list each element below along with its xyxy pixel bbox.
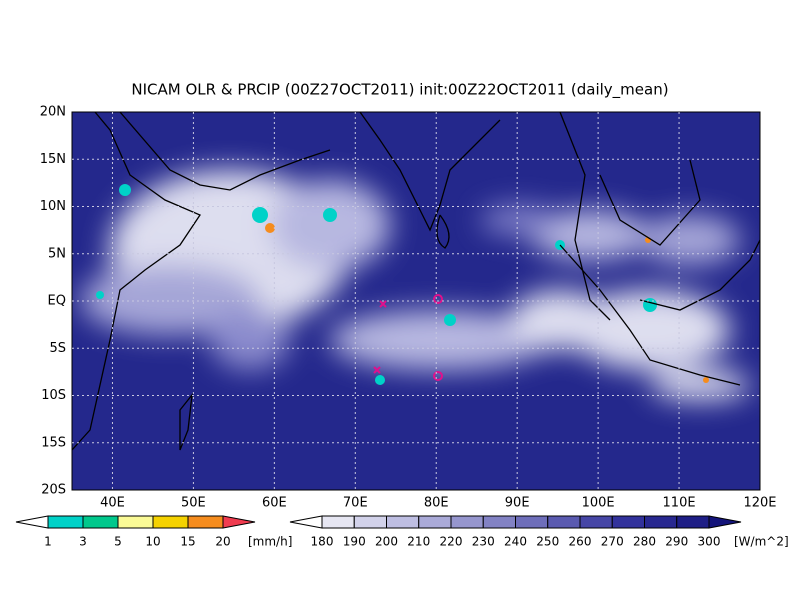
colorbar-box [152, 515, 189, 529]
colorbar-tick-label: 240 [504, 535, 527, 549]
lon-label: 100E [582, 496, 615, 511]
lat-label: 15N [40, 152, 66, 167]
colorbar-tick-label: 1 [44, 535, 52, 549]
colorbar-box [353, 515, 387, 529]
colorbar-tick-label: 210 [407, 535, 430, 549]
colorbar-box [611, 515, 645, 529]
colorbar-box [47, 515, 84, 529]
title: NICAM OLR & PRCIP (00Z27OCT2011) init:00… [131, 81, 668, 100]
colorbar-tick-label: 15 [180, 535, 195, 549]
colorbar-tick-label: 180 [311, 535, 334, 549]
lon-label: 40E [100, 496, 125, 511]
lat-label: 5S [49, 341, 66, 356]
colorbar-tick-label: 3 [79, 535, 87, 549]
colorbar-tick-label: 220 [440, 535, 463, 549]
colorbar-box [450, 515, 484, 529]
colorbar-box [676, 515, 710, 529]
colorbar-tick-label: 5 [114, 535, 122, 549]
lat-label: 10S [41, 388, 66, 403]
colorbar-tick-label: 260 [569, 535, 592, 549]
colorbar-box [187, 515, 224, 529]
colorbar-tick-label: 190 [343, 535, 366, 549]
lon-label: 90E [505, 496, 530, 511]
colorbar-box [321, 515, 355, 529]
colorbar-box [82, 515, 119, 529]
colorbar-tick-label: 270 [601, 535, 624, 549]
colorbar-over-arrow [222, 515, 256, 529]
colorbar-under-arrow [289, 515, 323, 529]
lat-label: 20N [40, 105, 66, 120]
lon-label: 120E [743, 496, 776, 511]
colorbar-tick-label: 230 [472, 535, 495, 549]
lon-label: 110E [663, 496, 696, 511]
colorbar-tick-label: 250 [536, 535, 559, 549]
lon-label: 50E [181, 496, 206, 511]
colorbar-unit: [mm/h] [248, 535, 292, 549]
lon-label: 60E [262, 496, 287, 511]
colorbar-tick-label: 280 [633, 535, 656, 549]
colorbar-box [117, 515, 154, 529]
lat-label: 10N [40, 199, 66, 214]
colorbar-box [547, 515, 581, 529]
colorbar-under-arrow [15, 515, 49, 529]
lat-label: EQ [48, 294, 66, 309]
colorbar-box [644, 515, 678, 529]
colorbar-over-arrow [708, 515, 742, 529]
colorbar-box [482, 515, 516, 529]
lon-label: 70E [343, 496, 368, 511]
lat-label: 20S [41, 483, 66, 498]
colorbar-tick-label: 200 [375, 535, 398, 549]
colorbar-tick-label: 20 [215, 535, 230, 549]
lon-label: 80E [424, 496, 449, 511]
colorbar-tick-label: 290 [665, 535, 688, 549]
lat-label: 5N [48, 246, 66, 261]
colorbar-unit: [W/m^2] [734, 535, 789, 549]
colorbar-box [579, 515, 613, 529]
lat-label: 15S [41, 435, 66, 450]
colorbar-tick-label: 300 [698, 535, 721, 549]
map [72, 112, 760, 490]
colorbar-box [515, 515, 549, 529]
colorbar-box [418, 515, 452, 529]
colorbar-box [386, 515, 420, 529]
colorbar-tick-label: 10 [145, 535, 160, 549]
